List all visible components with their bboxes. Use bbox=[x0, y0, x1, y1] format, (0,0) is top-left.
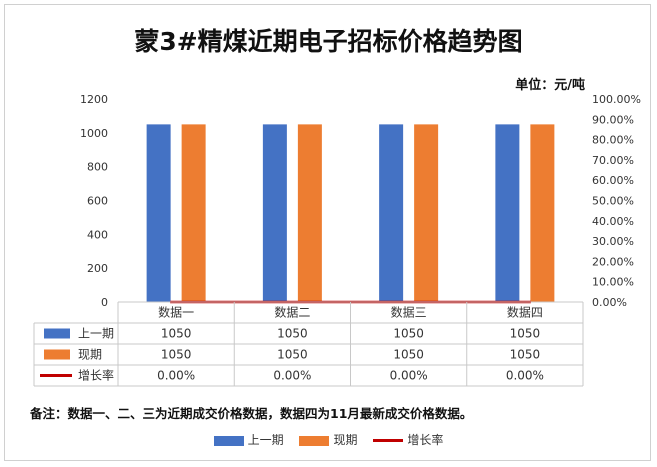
y-left-tick-label: 0 bbox=[101, 296, 108, 309]
table-cell-value: 0.00% bbox=[273, 369, 311, 383]
table-cell-value: 0.00% bbox=[157, 369, 195, 383]
table-swatch-1 bbox=[44, 349, 70, 360]
table-swatch-0 bbox=[44, 328, 70, 339]
legend-item-rate: 增长率 bbox=[373, 431, 443, 448]
x-category-label: 数据二 bbox=[274, 305, 310, 320]
unit-label: 单位：元/吨 bbox=[515, 78, 585, 93]
legend-line-rate bbox=[373, 439, 404, 442]
table-cell-value: 1050 bbox=[277, 327, 308, 341]
y-left-tick-label: 200 bbox=[87, 262, 108, 275]
legend-swatch-curr bbox=[299, 435, 330, 446]
y-right-tick-label: 70.00% bbox=[592, 154, 634, 167]
chart-title: 蒙3#精煤近期电子招标价格趋势图 bbox=[134, 27, 523, 56]
table-swatch-2 bbox=[40, 374, 72, 377]
y-left-tick-label: 600 bbox=[87, 195, 108, 208]
bar-1-2 bbox=[414, 124, 439, 302]
y-left-tick-label: 800 bbox=[87, 161, 108, 174]
bar-0-3 bbox=[495, 124, 520, 302]
y-right-tick-label: 40.00% bbox=[592, 215, 634, 228]
legend-label-curr: 现期 bbox=[333, 433, 358, 447]
y-right-tick-label: 50.00% bbox=[592, 195, 634, 208]
legend-label-rate: 增长率 bbox=[407, 433, 444, 447]
table-cell-value: 1050 bbox=[510, 348, 541, 362]
y-right-tick-label: 0.00% bbox=[592, 296, 627, 309]
bar-1-1 bbox=[297, 124, 322, 302]
footnote: 备注：数据一、二、三为近期成交价格数据，数据四为11月最新成交价格数据。 bbox=[30, 406, 473, 421]
table-series-name: 上一期 bbox=[78, 327, 114, 341]
y-left-tick-label: 400 bbox=[87, 228, 108, 241]
legend-item-prev: 上一期 bbox=[213, 431, 284, 448]
bar-0-1 bbox=[262, 124, 287, 302]
table-cell-value: 1050 bbox=[277, 348, 308, 362]
bar-0-0 bbox=[146, 124, 171, 302]
table-cell-value: 0.00% bbox=[390, 369, 428, 383]
y-left-tick-label: 1200 bbox=[80, 93, 108, 106]
y-right-tick-label: 80.00% bbox=[592, 134, 634, 147]
y-right-tick-label: 30.00% bbox=[592, 235, 634, 248]
table-series-name: 现期 bbox=[78, 348, 102, 362]
table-cell-value: 1050 bbox=[393, 348, 424, 362]
table-cell-value: 1050 bbox=[510, 327, 541, 341]
bar-1-3 bbox=[530, 124, 555, 302]
legend-item-curr: 现期 bbox=[299, 431, 358, 448]
y-right-tick-label: 90.00% bbox=[592, 113, 634, 126]
y-left-tick-label: 1000 bbox=[80, 127, 108, 140]
y-right-tick-label: 20.00% bbox=[592, 255, 634, 268]
table-cell-value: 1050 bbox=[161, 348, 192, 362]
x-category-label: 数据一 bbox=[158, 305, 194, 320]
table-cell-value: 1050 bbox=[393, 327, 424, 341]
x-category-label: 数据三 bbox=[391, 305, 427, 320]
legend-swatch-prev bbox=[213, 435, 244, 446]
table-cell-value: 0.00% bbox=[506, 369, 544, 383]
y-right-tick-label: 100.00% bbox=[592, 93, 641, 106]
y-right-tick-label: 60.00% bbox=[592, 174, 634, 187]
bar-1-0 bbox=[181, 124, 206, 302]
legend: 上一期 现期 增长率 bbox=[0, 431, 657, 448]
table-series-name: 增长率 bbox=[78, 368, 114, 383]
bar-0-2 bbox=[379, 124, 404, 302]
table-cell-value: 1050 bbox=[161, 327, 192, 341]
y-right-tick-label: 10.00% bbox=[592, 276, 634, 289]
legend-label-prev: 上一期 bbox=[247, 433, 284, 447]
x-category-label: 数据四 bbox=[507, 305, 543, 320]
